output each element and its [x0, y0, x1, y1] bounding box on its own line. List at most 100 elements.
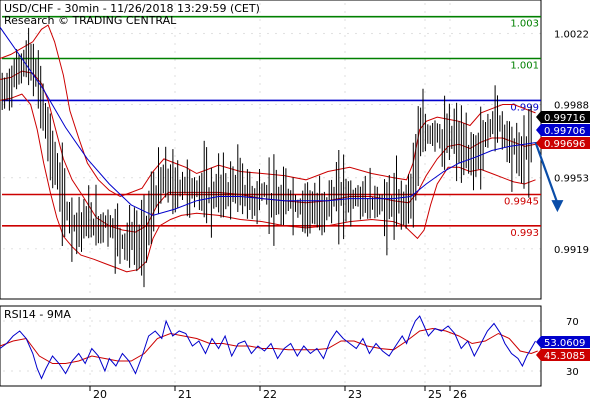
price-gridline-dot	[451, 177, 453, 179]
price-gridline-dot	[283, 32, 285, 35]
price-vgrid-dot	[449, 267, 451, 269]
price-gridline-dot	[467, 103, 469, 106]
price-gridline-dot	[35, 177, 37, 179]
price-panel-frame	[0, 0, 542, 300]
price-gridline-dot	[67, 32, 69, 35]
price-gridline-dot	[267, 248, 269, 250]
price-tag-box	[541, 137, 590, 149]
rsi-vgrid-dot	[424, 381, 426, 383]
price-vgrid-dot	[344, 235, 346, 237]
rsi-tag-pointer	[536, 336, 541, 348]
rsi-gridline-dot	[459, 370, 461, 372]
rsi-gridline-dot	[3, 370, 5, 372]
price-vgrid-dot	[174, 251, 176, 253]
price-gridline-dot	[27, 248, 29, 250]
rsi-gridline-dot	[451, 370, 453, 372]
rsi-gridline-dot	[19, 370, 21, 372]
rsi-gridline-dot	[443, 370, 445, 372]
price-vgrid-dot	[424, 59, 426, 61]
price-gridline-dot	[299, 177, 301, 179]
price-vgrid-dot	[424, 155, 426, 157]
price-gridline-dot	[235, 248, 237, 250]
price-gridline-dot	[267, 103, 269, 106]
price-vgrid-dot	[449, 51, 451, 53]
price-gridline-dot	[531, 103, 533, 106]
price-vgrid-dot	[89, 163, 91, 165]
rsi-gridline-dot	[203, 320, 205, 322]
price-tag-pointer	[536, 137, 541, 149]
rsi-vgrid-dot	[259, 317, 261, 319]
price-gridline-dot	[147, 248, 149, 250]
price-gridline-dot	[187, 32, 189, 35]
rsi-gridline-dot	[283, 320, 285, 322]
price-gridline-dot	[403, 248, 405, 250]
price-vgrid-dot	[174, 107, 176, 109]
price-gridline-dot	[131, 103, 133, 106]
price-vgrid-dot	[89, 155, 91, 157]
rsi-vgrid-dot	[424, 309, 426, 311]
price-gridline-dot	[139, 103, 141, 106]
rsi-vgrid-dot	[424, 365, 426, 367]
price-vgrid-dot	[89, 75, 91, 77]
forecast-arrow-shaft	[534, 141, 559, 204]
forecast-arrow	[534, 141, 564, 213]
price-gridline-dot	[339, 248, 341, 250]
price-gridline-dot	[107, 177, 109, 179]
price-vgrid-dot	[89, 235, 91, 237]
price-vgrid-dot	[344, 139, 346, 141]
price-gridline-dot	[187, 103, 189, 106]
rsi-vgrid-dot	[259, 333, 261, 335]
price-gridline-dot	[443, 248, 445, 250]
rsi-vgrid-dot	[449, 309, 451, 311]
rsi-gridline-dot	[299, 320, 301, 322]
price-gridline-dot	[427, 248, 429, 250]
price-vgrid-dot	[259, 283, 261, 285]
rsi-gridline-dot	[99, 320, 101, 322]
price-vgrid-dot	[344, 115, 346, 117]
price-gridline-dot	[515, 248, 517, 250]
rsi-gridline-dot	[187, 320, 189, 322]
price-gridline-dot	[299, 248, 301, 250]
price-vgrid-dot	[89, 131, 91, 133]
price-vgrid-dot	[344, 219, 346, 221]
rsi-vgrid-dot	[449, 381, 451, 383]
rsi-gridline-dot	[347, 320, 349, 322]
price-gridline-dot	[83, 103, 85, 106]
rsi-vgrid-dot	[449, 333, 451, 335]
rsi-gridline-dot	[299, 370, 301, 372]
price-gridline-dot	[43, 32, 45, 35]
price-gridline-dot	[347, 248, 349, 250]
price-gridline-dot	[467, 248, 469, 250]
rsi-gridline-dot	[451, 320, 453, 322]
rsi-gridline-dot	[131, 320, 133, 322]
rsi-gridline-dot	[51, 320, 53, 322]
price-vgrid-dot	[174, 267, 176, 269]
rsi-gridline-dot	[155, 370, 157, 372]
rsi-vgrid-dot	[449, 341, 451, 343]
price-vgrid-dot	[344, 203, 346, 205]
price-gridline-dot	[171, 248, 173, 250]
price-gridline-dot	[67, 177, 69, 179]
price-vgrid-dot	[449, 43, 451, 45]
price-vgrid-dot	[259, 235, 261, 237]
x-tick-labels: 20 21 22 23 25 26	[89, 386, 467, 400]
rsi-gridline-dot	[291, 320, 293, 322]
price-vgrid-dot	[424, 51, 426, 53]
price-tag-pointer	[536, 111, 541, 123]
rsi-vgrid-dot	[344, 317, 346, 319]
rsi-vgrid-dot	[449, 357, 451, 359]
price-vgrid-dot	[449, 163, 451, 165]
price-gridline-dot	[75, 32, 77, 35]
rsi-gridline-dot	[219, 370, 221, 372]
price-vgrid-dot	[89, 107, 91, 109]
price-vgrid-dot	[344, 211, 346, 213]
rsi-gridline-dot	[139, 320, 141, 322]
price-gridline-dot	[115, 32, 117, 35]
price-vgrid-dot	[424, 195, 426, 197]
price-gridline-dot	[475, 32, 477, 35]
price-gridline-dot	[91, 177, 93, 179]
price-vgrid-dot	[449, 59, 451, 61]
price-vgrid-dot	[89, 195, 91, 197]
price-gridline-dot	[355, 248, 357, 250]
price-vgrid-dot	[174, 67, 176, 69]
